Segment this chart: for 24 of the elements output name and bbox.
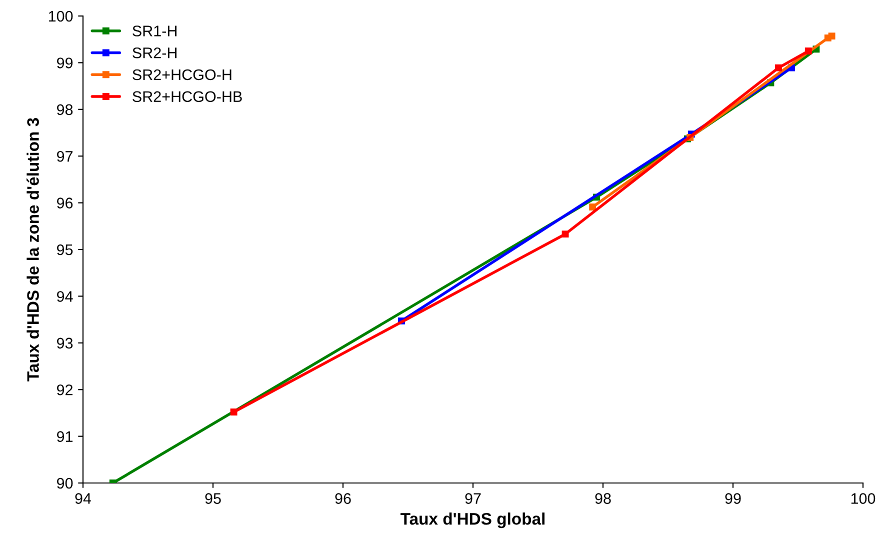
legend-label: SR1-H bbox=[132, 26, 176, 36]
y-tick-label: 92 bbox=[57, 384, 73, 396]
x-tick-label: 96 bbox=[335, 493, 351, 504]
y-tick-label: 93 bbox=[57, 338, 73, 349]
x-tick-label: 98 bbox=[595, 493, 611, 504]
x-tick-label: 97 bbox=[465, 493, 481, 504]
x-tick-label: 100 bbox=[851, 493, 876, 504]
y-tick-label: 100 bbox=[48, 10, 73, 22]
y-tick-label: 95 bbox=[57, 244, 73, 256]
x-tick-label: 95 bbox=[205, 493, 221, 504]
legend-label: SR2-H bbox=[132, 47, 176, 58]
y-axis-title: Taux d'HDS de la zone d'élution 3 bbox=[26, 118, 39, 382]
y-tick-label: 96 bbox=[57, 198, 73, 208]
legend-label: SR2+HCGO-HB bbox=[132, 91, 242, 102]
y-tick-label: 97 bbox=[57, 150, 73, 162]
legend-label: SR2+HCGO-H bbox=[132, 69, 232, 80]
y-tick-label: 90 bbox=[57, 478, 73, 489]
y-tick-label: 94 bbox=[57, 291, 73, 302]
x-tick-label: 94 bbox=[75, 493, 92, 504]
y-tick-label: 99 bbox=[57, 58, 73, 68]
y-tick-label: 98 bbox=[57, 104, 73, 116]
x-axis-title: Taux d'HDS global bbox=[400, 512, 544, 528]
y-tick-label: 91 bbox=[57, 431, 73, 442]
x-tick-label: 99 bbox=[725, 493, 741, 504]
